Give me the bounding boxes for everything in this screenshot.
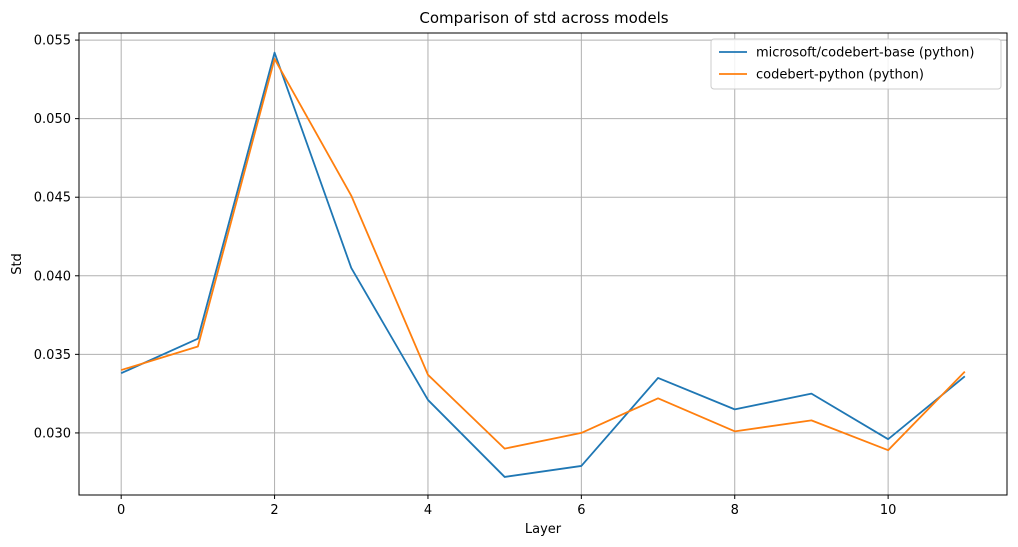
legend-label: microsoft/codebert-base (python): [756, 46, 974, 61]
legend-box: [710, 38, 1002, 90]
series-layer: [120, 51, 966, 478]
y-tick-label: 0.030: [34, 426, 71, 441]
series-line-1: [120, 51, 966, 478]
y-tick-label: 0.050: [34, 112, 71, 127]
legend-label: codebert-python (python): [756, 68, 924, 83]
y-tick-label: 0.045: [34, 191, 71, 206]
series-line-2: [120, 58, 966, 452]
grid: [79, 33, 1007, 495]
plot-frame: [78, 32, 1008, 496]
y-tick-label: 0.040: [34, 269, 71, 284]
legend: microsoft/codebert-base (python) codebert…: [710, 38, 1002, 90]
x-tick-label: 6: [577, 503, 585, 518]
y-axis-label: Std: [10, 253, 25, 275]
y-tick-label: 0.055: [34, 34, 71, 49]
x-axis: 0 2 4 6 8 10: [117, 495, 896, 518]
y-axis: 0.030 0.035 0.040 0.045 0.050 0.055: [34, 34, 79, 441]
x-axis-label: Layer: [525, 522, 562, 537]
x-tick-label: 10: [880, 503, 897, 518]
x-tick-label: 8: [731, 503, 739, 518]
x-tick-label: 4: [424, 503, 432, 518]
x-tick-label: 0: [117, 503, 125, 518]
chart-title: Comparison of std across models: [419, 9, 668, 27]
y-tick-label: 0.035: [34, 348, 71, 363]
x-tick-label: 2: [270, 503, 278, 518]
